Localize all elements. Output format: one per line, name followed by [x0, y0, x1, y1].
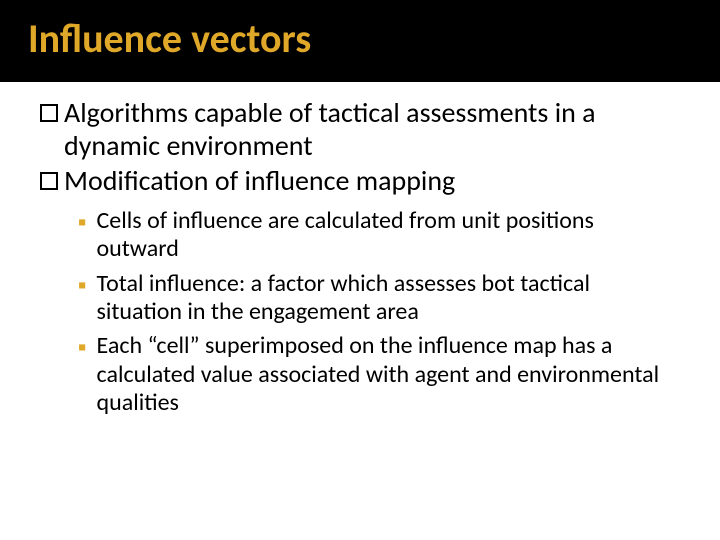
- bullet-item: Algorithms capable of tactical assessmen…: [40, 96, 680, 162]
- slide: Influence vectors Algorithms capable of …: [0, 0, 720, 540]
- sub-bullet-item: ▪ Each “cell” superimposed on the influe…: [78, 332, 680, 417]
- sub-bullet-text: Each “cell” superimposed on the influenc…: [97, 332, 681, 417]
- sub-bullet-text: Total influence: a factor which assesses…: [97, 270, 681, 327]
- sub-bullet-list: ▪ Cells of influence are calculated from…: [40, 207, 680, 417]
- bullet-text: Modification of influence mapping: [64, 164, 455, 197]
- slide-header: Influence vectors: [0, 0, 720, 82]
- bullet-item: Modification of influence mapping: [40, 164, 680, 197]
- sub-bullet-icon: ▪: [78, 272, 87, 300]
- slide-title: Influence vectors: [28, 18, 692, 60]
- sub-bullet-icon: ▪: [78, 334, 87, 362]
- square-bullet-icon: [40, 104, 58, 122]
- sub-bullet-item: ▪ Cells of influence are calculated from…: [78, 207, 680, 264]
- slide-body: Algorithms capable of tactical assessmen…: [0, 82, 720, 417]
- sub-bullet-icon: ▪: [78, 209, 87, 237]
- sub-bullet-text: Cells of influence are calculated from u…: [97, 207, 681, 264]
- bullet-text: Algorithms capable of tactical assessmen…: [64, 96, 680, 162]
- sub-bullet-item: ▪ Total influence: a factor which assess…: [78, 270, 680, 327]
- square-bullet-icon: [40, 172, 58, 190]
